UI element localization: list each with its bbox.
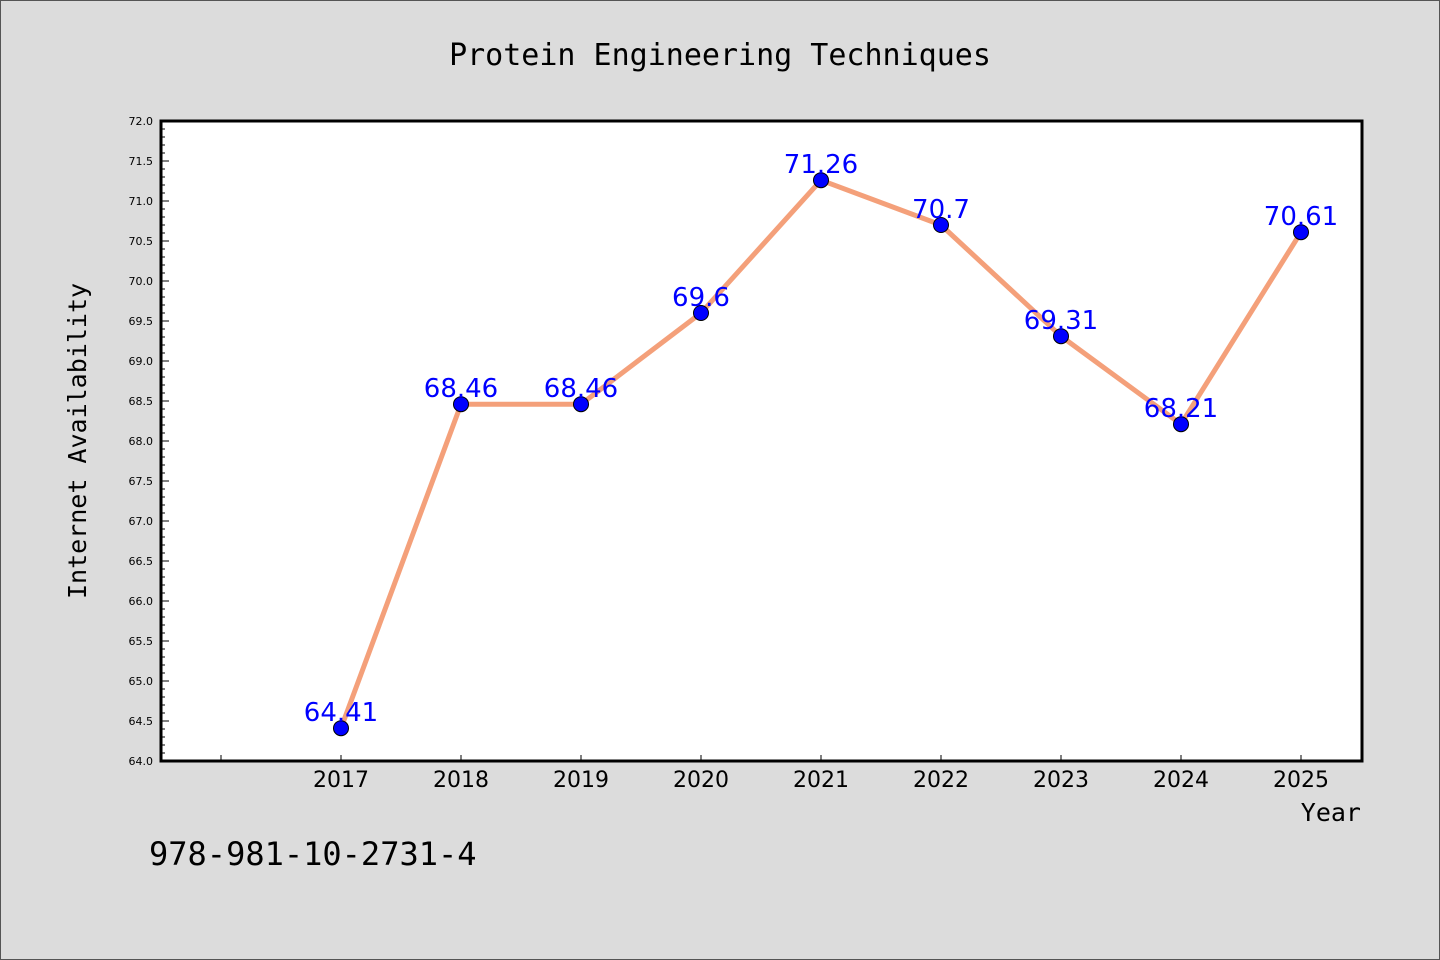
y-tick-label: 70.0 <box>129 275 154 288</box>
y-tick-label: 71.5 <box>129 155 154 168</box>
x-tick-label: 2025 <box>1273 768 1329 793</box>
isbn-annotation: 978-981-10-2731-4 <box>149 835 477 873</box>
data-point <box>453 396 469 413</box>
x-tick-label: 2024 <box>1153 768 1209 793</box>
data-label: 69.31 <box>1024 306 1098 336</box>
x-tick-label: 2018 <box>433 768 489 793</box>
y-tick-label: 65.5 <box>129 635 154 648</box>
x-tick-label: 2017 <box>313 768 369 793</box>
y-tick-label: 71.0 <box>129 195 154 208</box>
data-label: 70.61 <box>1264 202 1338 232</box>
data-label: 69.6 <box>672 283 730 313</box>
data-point <box>573 396 589 413</box>
x-tick-label: 2021 <box>793 768 849 793</box>
data-label: 68.46 <box>424 374 498 404</box>
y-tick-label: 67.0 <box>129 515 154 528</box>
y-tick-label: 65.0 <box>129 675 154 688</box>
data-point <box>813 172 829 189</box>
y-tick-label: 70.5 <box>129 235 154 248</box>
data-label: 71.26 <box>784 150 858 180</box>
x-tick-label: 2022 <box>913 768 969 793</box>
series-layer: 64.41 68.46 68.46 69.6 71.26 70.7 69.31 68.21 70… <box>304 150 1338 737</box>
x-tick-label: 2019 <box>553 768 609 793</box>
data-point <box>1173 416 1189 433</box>
chart-title: Protein Engineering Techniques <box>449 38 991 73</box>
y-tick-label: 72.0 <box>129 115 154 128</box>
plot-area <box>159 119 1364 763</box>
y-tick-label: 64.0 <box>129 755 154 768</box>
y-axis-label: Internet Availability <box>63 283 92 599</box>
y-tick-label: 66.5 <box>129 555 154 568</box>
y-tick-label: 69.0 <box>129 355 154 368</box>
y-tick-label: 68.0 <box>129 435 154 448</box>
y-tick-label: 66.0 <box>129 595 154 608</box>
data-point <box>933 217 949 233</box>
data-label: 64.41 <box>304 698 378 728</box>
y-tick-label: 69.5 <box>129 315 154 328</box>
x-axis: 2017 2018 2019 2020 2021 2022 2023 2024 2025 <box>220 755 1329 793</box>
data-label: 70.7 <box>912 195 970 225</box>
x-tick-label: 2023 <box>1033 768 1089 793</box>
data-point <box>1293 224 1309 241</box>
y-axis: 64.0 64.5 65.0 65.5 66.0 66.5 67.0 67.5 68.0 68.5… <box>129 115 169 768</box>
data-point <box>693 305 709 321</box>
x-tick-label: 2020 <box>673 768 729 793</box>
y-tick-label: 67.5 <box>129 475 154 488</box>
data-label: 68.21 <box>1144 394 1218 424</box>
x-axis-label: Year <box>1301 798 1361 827</box>
data-label: 68.46 <box>544 374 618 404</box>
data-point <box>1053 328 1069 345</box>
y-tick-label: 68.5 <box>129 395 154 408</box>
data-point <box>333 720 349 737</box>
y-tick-label: 64.5 <box>129 715 154 728</box>
